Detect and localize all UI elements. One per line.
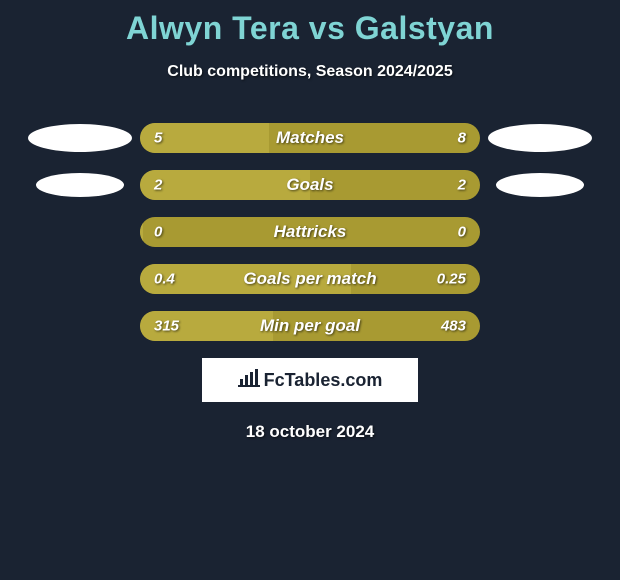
stat-value-right: 0.25 [437, 271, 466, 288]
bar-chart-icon [238, 369, 260, 392]
stat-value-right: 2 [458, 177, 466, 194]
stat-value-left: 0.4 [154, 271, 175, 288]
stat-value-right: 0 [458, 224, 466, 241]
stat-row: 2 Goals 2 [0, 170, 620, 200]
stat-value-left: 315 [154, 318, 179, 335]
stat-bar: 5 Matches 8 [140, 123, 480, 153]
ellipse-icon [36, 173, 124, 197]
stat-label: Goals per match [243, 269, 376, 289]
right-indicator [480, 123, 600, 153]
date-label: 18 october 2024 [0, 422, 620, 442]
left-indicator [20, 123, 140, 153]
stat-bar-fill [140, 217, 143, 247]
stat-bar: 2 Goals 2 [140, 170, 480, 200]
logo: FcTables.com [238, 369, 383, 392]
ellipse-icon [28, 124, 132, 152]
stat-value-left: 0 [154, 224, 162, 241]
stat-label: Goals [286, 175, 333, 195]
left-indicator [20, 217, 140, 247]
stat-row: 0 Hattricks 0 [0, 217, 620, 247]
stat-value-left: 2 [154, 177, 162, 194]
stat-row: 5 Matches 8 [0, 123, 620, 153]
left-indicator [20, 264, 140, 294]
logo-box: FcTables.com [202, 358, 418, 402]
stats-container: 5 Matches 8 2 Goals 2 0 Hattricks 0 0.4 Goals per … [0, 123, 620, 341]
ellipse-icon [488, 124, 592, 152]
stat-value-right: 483 [441, 318, 466, 335]
right-indicator [480, 264, 600, 294]
stat-bar: 315 Min per goal 483 [140, 311, 480, 341]
stat-value-right: 8 [458, 130, 466, 147]
stat-label: Min per goal [260, 316, 360, 336]
stat-bar: 0 Hattricks 0 [140, 217, 480, 247]
right-indicator [480, 311, 600, 341]
ellipse-icon [496, 173, 584, 197]
page-subtitle: Club competitions, Season 2024/2025 [0, 63, 620, 81]
stat-label: Matches [276, 128, 344, 148]
left-indicator [20, 170, 140, 200]
stat-value-left: 5 [154, 130, 162, 147]
stat-row: 0.4 Goals per match 0.25 [0, 264, 620, 294]
right-indicator [480, 170, 600, 200]
page-title: Alwyn Tera vs Galstyan [0, 0, 620, 47]
stat-row: 315 Min per goal 483 [0, 311, 620, 341]
stat-bar-fill [140, 170, 310, 200]
left-indicator [20, 311, 140, 341]
right-indicator [480, 217, 600, 247]
stat-label: Hattricks [274, 222, 347, 242]
stat-bar: 0.4 Goals per match 0.25 [140, 264, 480, 294]
logo-text: FcTables.com [264, 370, 383, 391]
